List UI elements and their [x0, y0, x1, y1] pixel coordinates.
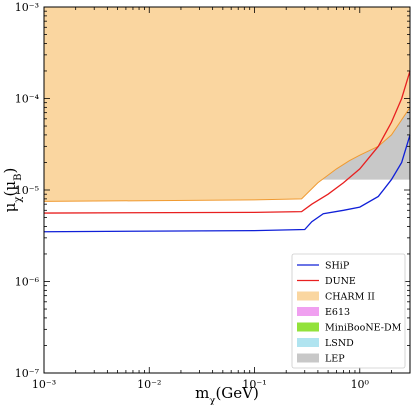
charm-ii-edge [43, 107, 411, 202]
y-tick-labels: 10⁻⁷ 10⁻⁶ 10⁻⁵ 10⁻⁴ 10⁻³ [15, 1, 40, 380]
y-tick-label: 10⁻⁷ [15, 367, 40, 380]
y-axis-label: μχ(μB) [1, 168, 24, 213]
legend-swatch-lep [297, 353, 319, 363]
legend-label-miniboone-dm: MiniBooNE-DM [325, 323, 402, 334]
plot-frame [43, 6, 411, 374]
y-tick-label: 10⁻³ [15, 1, 39, 14]
x-tick-labels: 10⁻³ 10⁻² 10⁻¹ 10⁰ [32, 378, 370, 391]
exclusion-regions [43, 6, 411, 202]
x-axis-label: mχ(GeV) [195, 384, 259, 405]
legend-swatch-miniboone-dm [297, 322, 319, 332]
dune-line [43, 70, 411, 214]
charm-ii-region [44, 7, 410, 202]
legend-swatch-e613 [297, 307, 319, 316]
legend-swatch-charm-ii [297, 291, 319, 301]
legend-box [291, 253, 406, 369]
x-tick-label: 10⁻³ [32, 378, 56, 391]
y-tick-label: 10⁻⁶ [15, 276, 40, 289]
y-tick-label: 10⁻⁴ [15, 93, 40, 106]
y-tick-label: 10⁻⁵ [15, 184, 39, 197]
legend-label-ship: SHiP [325, 261, 350, 272]
projection-lines [43, 70, 411, 233]
x-tick-label: 10⁰ [351, 378, 370, 391]
ship-line [43, 134, 411, 233]
legend-label-charm-ii: CHARM II [325, 292, 375, 303]
legend-label-e613: E613 [325, 307, 350, 318]
legend-label-dune: DUNE [325, 276, 356, 287]
x-tick-label: 10⁻¹ [242, 378, 266, 391]
legend-label-lsnd: LSND [325, 338, 354, 349]
legend-label-lep: LEP [325, 354, 345, 365]
legend-swatch-lsnd [297, 338, 319, 347]
x-tick-label: 10⁻² [137, 378, 161, 391]
legend: SHiP DUNE CHARM II E613 MiniBooNE-DM LSND LEP [291, 253, 406, 369]
